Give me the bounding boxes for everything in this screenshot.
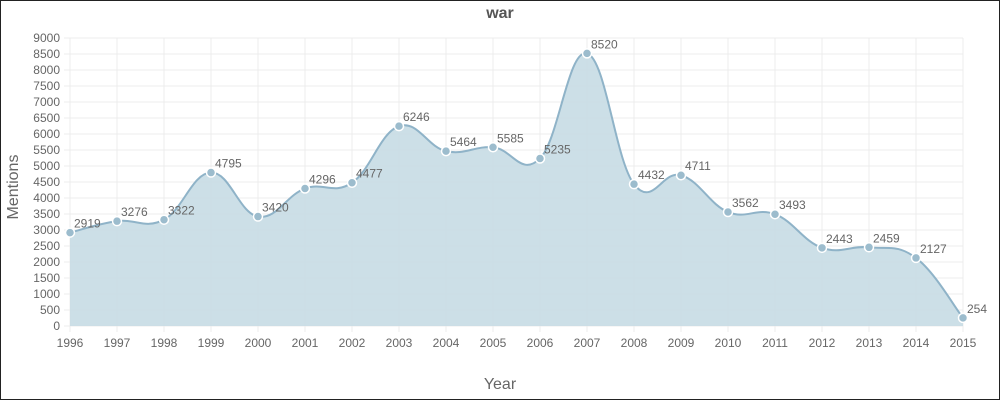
data-point xyxy=(64,227,76,238)
x-tick-label: 2001 xyxy=(292,336,319,350)
y-tick-label: 6000 xyxy=(33,127,60,141)
data-label: 4711 xyxy=(685,159,711,173)
y-tick-label: 1000 xyxy=(33,287,60,301)
data-point xyxy=(205,167,217,178)
y-tick-label: 4000 xyxy=(33,191,60,205)
data-label: 254 xyxy=(967,302,987,316)
data-label: 3322 xyxy=(168,204,195,218)
data-label: 3420 xyxy=(262,201,289,215)
data-point xyxy=(534,153,546,164)
y-tick-label: 3000 xyxy=(33,223,60,237)
data-point xyxy=(440,145,452,157)
x-tick-label: 1996 xyxy=(57,336,84,350)
x-tick-label: 2008 xyxy=(621,336,648,350)
data-label: 8520 xyxy=(591,37,618,51)
data-point xyxy=(910,252,922,264)
y-tick-label: 500 xyxy=(40,303,60,317)
x-tick-label: 2010 xyxy=(715,336,742,350)
data-label: 4432 xyxy=(638,168,665,182)
x-tick-label: 2014 xyxy=(903,336,930,350)
y-tick-label: 1500 xyxy=(33,271,60,285)
data-point xyxy=(863,242,875,253)
data-point xyxy=(252,211,264,222)
data-label: 5585 xyxy=(497,131,524,145)
x-tick-label: 1997 xyxy=(104,336,131,350)
series-line xyxy=(69,52,964,319)
x-tick-label: 2000 xyxy=(245,336,272,350)
data-label: 3276 xyxy=(121,205,148,219)
x-tick-label: 2005 xyxy=(480,336,507,350)
data-point xyxy=(299,183,311,194)
data-label: 4296 xyxy=(309,173,336,187)
chart-title: war xyxy=(486,5,514,22)
data-label: 2919 xyxy=(74,217,101,231)
x-tick-label: 2002 xyxy=(339,336,366,350)
data-label: 4795 xyxy=(215,157,242,171)
x-tick-label: 1999 xyxy=(198,336,225,350)
data-labels: 2919 3276 3322 4795 3420 4296 4477 6246 5464 5585… xyxy=(74,37,987,316)
y-tick-label: 5500 xyxy=(33,143,60,157)
data-point xyxy=(957,312,969,324)
x-tick-label: 2006 xyxy=(527,336,554,350)
y-tick-label: 7500 xyxy=(33,79,60,93)
data-point xyxy=(816,242,828,254)
x-tick-label: 2012 xyxy=(809,336,836,350)
y-tick-label: 8500 xyxy=(33,47,60,61)
x-tick-label: 2011 xyxy=(762,336,788,350)
x-tick-label: 2007 xyxy=(574,336,601,350)
data-point xyxy=(581,48,593,59)
data-point xyxy=(628,178,640,190)
y-tick-label: 2000 xyxy=(33,255,60,269)
data-label: 2127 xyxy=(920,242,947,256)
y-axis-ticks: 0 500 1000 1500 2000 2500 3000 3500 4000 4500 5000… xyxy=(33,31,60,333)
data-points xyxy=(64,48,969,324)
data-label: 3562 xyxy=(732,196,759,210)
y-tick-label: 8000 xyxy=(33,63,60,77)
y-tick-label: 2500 xyxy=(33,239,60,253)
x-tick-label: 2013 xyxy=(856,336,883,350)
y-tick-label: 9000 xyxy=(33,31,60,45)
y-tick-label: 7000 xyxy=(33,95,60,109)
data-label: 3493 xyxy=(779,198,806,212)
data-point xyxy=(346,177,358,188)
x-tick-label: 2003 xyxy=(386,336,413,350)
y-tick-label: 3500 xyxy=(33,207,60,221)
x-tick-label: 2009 xyxy=(668,336,695,350)
x-tick-label: 1998 xyxy=(151,336,178,350)
data-label: 6246 xyxy=(403,110,430,124)
y-tick-label: 0 xyxy=(53,319,60,333)
x-tick-label: 2004 xyxy=(433,336,460,350)
data-label: 5235 xyxy=(544,142,571,156)
data-point xyxy=(158,214,170,225)
data-point xyxy=(487,142,499,153)
series-area xyxy=(70,53,963,326)
data-point xyxy=(393,120,405,132)
data-label: 2459 xyxy=(873,231,900,245)
y-tick-label: 4500 xyxy=(33,175,60,189)
data-point xyxy=(675,169,687,181)
x-axis-ticks: 1996 1997 1998 1999 2000 2001 2002 2003 2004 2005… xyxy=(57,336,977,350)
data-label: 2443 xyxy=(826,232,853,246)
x-axis-label: Year xyxy=(483,376,517,393)
x-tick-label: 2015 xyxy=(950,336,977,350)
data-label: 5464 xyxy=(450,135,477,149)
data-label: 4477 xyxy=(356,167,383,181)
y-tick-label: 6500 xyxy=(33,111,60,125)
data-point xyxy=(722,206,734,218)
data-point xyxy=(769,208,781,220)
y-tick-label: 5000 xyxy=(33,159,60,173)
data-point xyxy=(111,215,123,227)
